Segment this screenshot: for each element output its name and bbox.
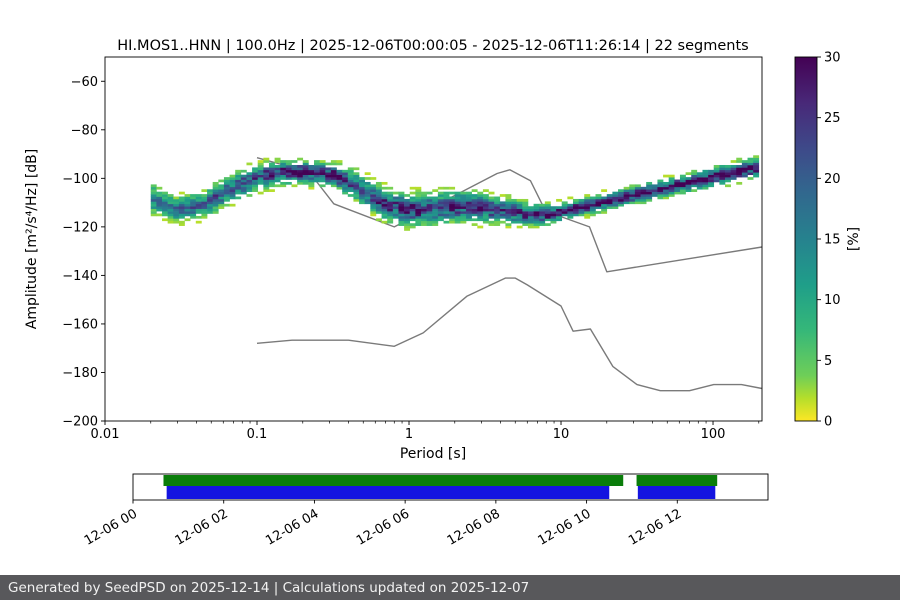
noise-model-lines [256,157,763,392]
svg-text:−180: −180 [62,366,98,381]
svg-text:12-06 00: 12-06 00 [82,506,140,548]
svg-text:30: 30 [824,51,841,66]
svg-text:25: 25 [824,111,841,126]
svg-text:12-06 02: 12-06 02 [173,506,231,548]
svg-text:−160: −160 [62,317,98,332]
svg-text:12-06 12: 12-06 12 [626,506,684,548]
svg-text:−80: −80 [71,123,98,138]
svg-text:−120: −120 [62,220,98,235]
svg-text:15: 15 [824,233,841,248]
svg-text:0.1: 0.1 [247,427,268,442]
svg-text:12-06 06: 12-06 06 [354,506,412,548]
plot-background [105,57,762,421]
svg-text:0.01: 0.01 [91,427,120,442]
svg-text:100: 100 [701,427,726,442]
coverage-bar [132,473,769,501]
ppsd-plot-svg: HI.MOS1..HNN | 100.0Hz | 2025-12-06T00:0… [24,38,862,549]
footer-bar: Generated by SeedPSD on 2025-12-14 | Cal… [0,575,900,600]
svg-text:12-06 04: 12-06 04 [263,506,321,548]
coverage-time-labels: 12-06 00 12-06 02 12-06 04 12-06 06 12-06 08… [82,500,684,549]
svg-text:12-06 10: 12-06 10 [535,506,593,548]
x-axis-label: Period [s] [400,446,466,462]
ppsd-heatmap [150,155,760,231]
x-axis-ticks: 0.01 0.1 1 10 100 [91,421,760,442]
svg-text:−200: −200 [62,415,98,430]
y-axis-label: Amplitude [m²/s⁴/Hz] [dB] [24,149,40,329]
footer-text: Generated by SeedPSD on 2025-12-14 | Cal… [8,579,530,596]
svg-text:20: 20 [824,172,841,187]
svg-text:0: 0 [824,415,832,430]
colorbar: 0 5 10 15 20 25 30 [794,51,841,430]
colorbar-label: [%] [846,227,862,251]
y-axis-ticks: −200 −180 −160 −140 −120 −100 −80 −60 [62,75,105,430]
svg-text:−140: −140 [62,269,98,284]
svg-text:1: 1 [405,427,413,442]
svg-text:5: 5 [824,354,832,369]
svg-text:10: 10 [824,293,841,308]
plot-title: HI.MOS1..HNN | 100.0Hz | 2025-12-06T00:0… [117,38,748,54]
svg-text:12-06 08: 12-06 08 [445,506,503,548]
svg-text:10: 10 [553,427,570,442]
svg-text:−60: −60 [71,75,98,90]
axes-frame [104,56,763,422]
svg-text:−100: −100 [62,172,98,187]
